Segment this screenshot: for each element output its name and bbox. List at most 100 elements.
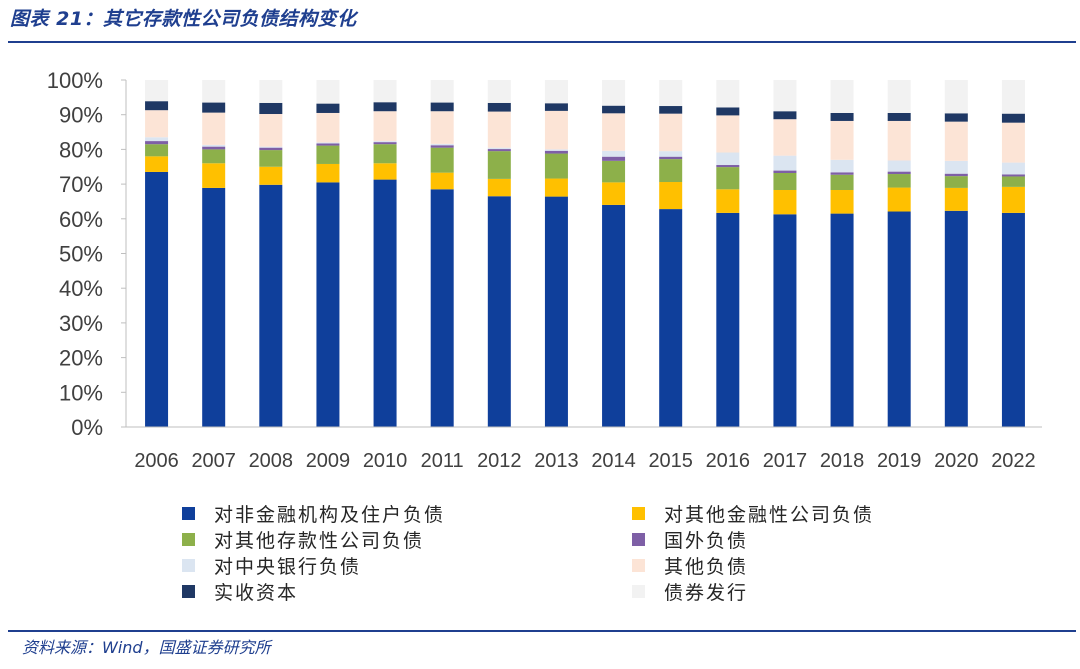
bar-segment bbox=[1001, 174, 1025, 177]
source-note: 资料来源：Wind，国盛证券研究所 bbox=[22, 638, 271, 657]
bar-segment bbox=[602, 105, 626, 114]
bar-segment bbox=[487, 196, 511, 427]
bar-segment bbox=[259, 184, 283, 427]
x-tick-label: 2006 bbox=[134, 450, 179, 472]
bar-segment bbox=[316, 80, 340, 104]
bar-segment bbox=[602, 80, 626, 106]
y-tick-label: 40% bbox=[59, 276, 103, 301]
bar-segment bbox=[1001, 212, 1025, 427]
bar-segment bbox=[316, 142, 340, 144]
legend-item: 对其他存款性公司负债 bbox=[182, 526, 424, 552]
bar-segment bbox=[202, 144, 226, 147]
chart-title: 图表 21：其它存款性公司负债结构变化 bbox=[10, 8, 357, 30]
y-tick-label: 30% bbox=[59, 311, 103, 336]
bar-segment bbox=[316, 182, 340, 427]
x-tick-label: 2022 bbox=[991, 450, 1036, 472]
bar-segment bbox=[659, 156, 683, 160]
bar-segment bbox=[773, 119, 797, 156]
bars-group bbox=[145, 80, 1025, 427]
bar-segment bbox=[544, 80, 568, 104]
title-divider bbox=[8, 41, 1076, 43]
x-tick-label: 2009 bbox=[306, 450, 351, 472]
y-tick-label: 0% bbox=[71, 415, 103, 440]
bar-segment bbox=[944, 160, 968, 174]
bar-segment bbox=[944, 80, 968, 114]
bar-segment bbox=[487, 149, 511, 152]
y-tick-label: 80% bbox=[59, 137, 103, 162]
bar-segment bbox=[145, 137, 169, 142]
legend-item: 对中央银行负债 bbox=[182, 552, 361, 578]
bar-segment bbox=[773, 170, 797, 173]
bar-segment bbox=[1001, 113, 1025, 123]
legend-item: 债券发行 bbox=[632, 578, 748, 604]
legend-label: 对其他存款性公司负债 bbox=[214, 529, 425, 552]
bar-segment bbox=[259, 150, 283, 167]
bar-segment bbox=[145, 80, 169, 102]
bar-segment bbox=[944, 210, 968, 427]
bar-segment bbox=[773, 80, 797, 112]
y-tick-label: 100% bbox=[47, 68, 103, 93]
bar-segment bbox=[202, 149, 226, 164]
bar-segment bbox=[602, 160, 626, 183]
bar-segment bbox=[773, 214, 797, 427]
bar-segment bbox=[830, 189, 854, 214]
bar-segment bbox=[373, 142, 397, 145]
bar-segment bbox=[887, 160, 911, 172]
y-tick-label: 10% bbox=[59, 380, 103, 405]
bar-segment bbox=[944, 173, 968, 177]
bar-segment bbox=[430, 147, 454, 173]
bar-segment bbox=[1001, 162, 1025, 175]
bar-segment bbox=[430, 80, 454, 103]
bar-segment bbox=[830, 172, 854, 175]
bar-segment bbox=[716, 189, 740, 213]
x-axis: 2006 2007 2008 2009 2010 2011 2012 2013 2014 2015… bbox=[126, 426, 1042, 472]
bar-segment bbox=[487, 178, 511, 197]
legend-label: 对非金融机构及住户负债 bbox=[214, 503, 446, 526]
legend-label: 对中央银行负债 bbox=[214, 555, 362, 578]
bar-segment bbox=[887, 187, 911, 212]
x-tick-label: 2018 bbox=[820, 450, 865, 472]
bar-segment bbox=[659, 106, 683, 114]
legend-swatch bbox=[182, 506, 195, 520]
bar-segment bbox=[259, 80, 283, 103]
bar-segment bbox=[202, 80, 226, 103]
bar-segment bbox=[202, 146, 226, 150]
bar-segment bbox=[145, 156, 169, 172]
bar-segment bbox=[202, 112, 226, 145]
bar-segment bbox=[145, 101, 169, 111]
bar-segment bbox=[145, 171, 169, 427]
y-tick-label: 60% bbox=[59, 207, 103, 232]
bar-segment bbox=[373, 102, 397, 112]
bar-segment bbox=[659, 209, 683, 427]
bar-segment bbox=[1001, 122, 1025, 163]
bar-segment bbox=[373, 111, 397, 142]
legend-item: 其他负债 bbox=[632, 552, 748, 578]
bar-segment bbox=[316, 143, 340, 146]
legend-swatch bbox=[632, 558, 645, 572]
bar-segment bbox=[316, 163, 340, 183]
bar-segment bbox=[259, 147, 283, 151]
bar-segment bbox=[430, 172, 454, 190]
bar-segment bbox=[544, 149, 568, 151]
bar-segment bbox=[830, 213, 854, 427]
bar-segment bbox=[430, 143, 454, 146]
bar-segment bbox=[487, 151, 511, 179]
bar-segment bbox=[716, 212, 740, 427]
bar-segment bbox=[1001, 176, 1025, 187]
y-axis: 0% 10% 20% 30% 40% 50% 60% 70% 80% 90% 100% bbox=[47, 68, 127, 440]
bar-segment bbox=[602, 150, 626, 157]
x-tick-label: 2010 bbox=[363, 450, 408, 472]
y-tick-label: 70% bbox=[59, 172, 103, 197]
bar-segment bbox=[887, 211, 911, 427]
bar-segment bbox=[544, 196, 568, 427]
bar-segment bbox=[602, 156, 626, 161]
bar-segment bbox=[659, 182, 683, 210]
bar-segment bbox=[602, 182, 626, 205]
bar-segment bbox=[944, 176, 968, 188]
bar-segment bbox=[887, 80, 911, 113]
bar-segment bbox=[830, 80, 854, 113]
bar-segment bbox=[716, 167, 740, 190]
x-tick-label: 2014 bbox=[591, 450, 636, 472]
bar-segment bbox=[659, 159, 683, 183]
